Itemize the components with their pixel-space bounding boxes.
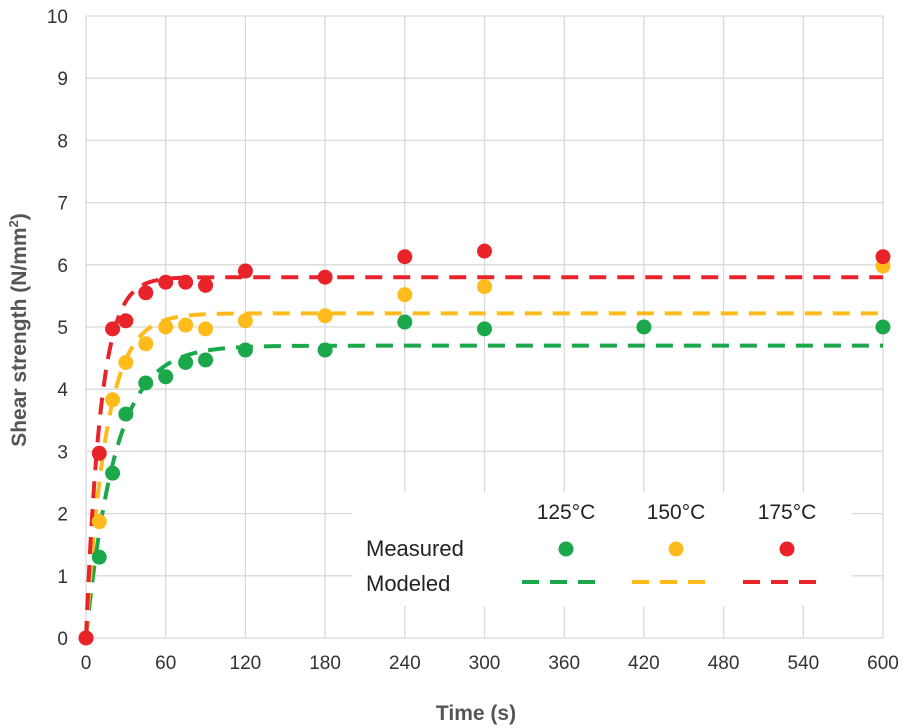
measured-point-175°C: [78, 630, 94, 646]
measured-point-150°C: [158, 319, 174, 335]
legend: 125°C 150°C 175°C Measured Modeled: [352, 492, 852, 606]
modeled-line-125°C: [84, 343, 883, 639]
y-tick-label: 10: [47, 7, 68, 28]
legend-modeled-label: Modeled: [366, 571, 450, 596]
measured-point-125°C: [875, 319, 891, 335]
measured-point-175°C: [118, 313, 134, 329]
x-tick-label: 480: [708, 653, 740, 674]
measured-point-175°C: [138, 285, 154, 301]
legend-measured-label: Measured: [366, 536, 464, 561]
y-tick-label: 6: [57, 256, 68, 277]
legend-background: [352, 492, 852, 606]
y-axis-title-sup: 2: [6, 220, 21, 227]
measured-point-125°C: [397, 314, 413, 330]
measured-point-125°C: [237, 342, 253, 358]
measured-point-150°C: [178, 317, 194, 333]
measured-point-175°C: [477, 243, 492, 259]
y-tick-label: 0: [57, 629, 68, 650]
measured-point-175°C: [91, 445, 107, 461]
y-axis-title-main: Shear strength (N/mm: [8, 227, 31, 446]
legend-measured-marker-125°C: [558, 541, 574, 557]
legend-measured-marker-150°C: [668, 541, 684, 557]
y-tick-label: 5: [57, 318, 68, 339]
measured-point-175°C: [237, 263, 253, 279]
y-tick-label: 9: [57, 69, 68, 90]
y-tick-labels: 0 1 2 3 4 5 6 7 8 9 10: [47, 7, 69, 650]
modeled-lines: [84, 275, 883, 639]
measured-point-125°C: [138, 375, 154, 391]
measured-point-175°C: [875, 249, 891, 265]
y-axis-title-close: ): [8, 213, 31, 220]
x-tick-label: 120: [230, 653, 262, 674]
measured-point-125°C: [477, 321, 492, 337]
legend-header-175: 175°C: [758, 501, 817, 524]
x-tick-label: 0: [81, 653, 92, 674]
measured-point-150°C: [138, 336, 154, 352]
measured-point-150°C: [105, 392, 121, 408]
measured-point-150°C: [477, 279, 492, 295]
x-tick-label: 240: [389, 653, 421, 674]
measured-points: [78, 243, 891, 646]
measured-point-125°C: [105, 465, 121, 481]
measured-point-150°C: [237, 313, 253, 329]
x-tick-label: 540: [787, 653, 819, 674]
measured-point-125°C: [91, 549, 107, 565]
measured-point-150°C: [91, 514, 107, 530]
x-tick-label: 420: [628, 653, 660, 674]
measured-point-175°C: [105, 321, 121, 337]
x-tick-label: 300: [469, 653, 501, 674]
legend-measured-marker-175°C: [779, 541, 795, 557]
y-axis-title: Shear strength (N/mm2): [6, 213, 31, 447]
measured-point-150°C: [317, 308, 333, 324]
legend-header-125: 125°C: [537, 501, 596, 524]
measured-point-125°C: [317, 342, 333, 358]
measured-point-125°C: [158, 369, 174, 385]
y-tick-label: 1: [57, 567, 68, 588]
y-tick-label: 8: [57, 131, 68, 152]
x-tick-labels: 0 60 120 180 240 300 360 420 480 540 600: [81, 653, 899, 674]
x-tick-label: 600: [867, 653, 899, 674]
measured-point-150°C: [397, 287, 413, 303]
measured-point-175°C: [178, 274, 194, 290]
measured-point-175°C: [158, 274, 174, 290]
measured-point-150°C: [198, 321, 214, 337]
measured-point-175°C: [198, 277, 214, 293]
modeled-line-175°C: [84, 275, 883, 639]
measured-point-125°C: [178, 354, 194, 370]
x-axis-title: Time (s): [436, 702, 516, 725]
legend-marks: [522, 541, 827, 584]
y-tick-label: 4: [57, 380, 68, 401]
y-tick-label: 3: [57, 442, 68, 463]
measured-point-125°C: [118, 406, 134, 422]
measured-point-150°C: [118, 354, 134, 370]
x-tick-label: 180: [309, 653, 341, 674]
modeled-line-150°C: [84, 311, 883, 639]
measured-point-175°C: [397, 249, 413, 265]
legend-header-150: 150°C: [647, 501, 706, 524]
measured-point-125°C: [198, 352, 214, 368]
measured-point-175°C: [317, 269, 333, 285]
measured-point-125°C: [636, 319, 652, 335]
y-tick-label: 2: [57, 505, 68, 526]
x-tick-label: 360: [548, 653, 580, 674]
x-tick-label: 60: [155, 653, 176, 674]
y-tick-label: 7: [57, 194, 68, 215]
